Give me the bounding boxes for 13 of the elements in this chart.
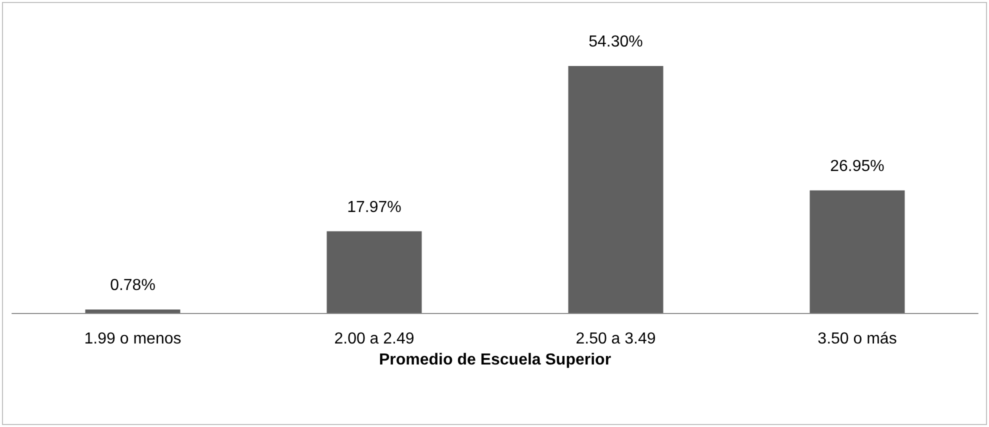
x-tick-label: 2.00 a 2.49 <box>334 330 414 348</box>
bar <box>568 66 664 313</box>
x-tick-label: 3.50 o más <box>818 330 897 348</box>
bar <box>810 190 905 313</box>
x-axis-title: Promedio de Escuela Superior <box>378 351 612 368</box>
bar <box>85 309 180 313</box>
bar <box>326 231 422 313</box>
x-tick-label: 1.99 o menos <box>84 330 182 348</box>
data-label: 17.97% <box>347 198 402 216</box>
data-label: 54.30% <box>588 34 643 50</box>
data-label: 26.95% <box>830 158 884 175</box>
data-label: 0.78% <box>110 276 156 294</box>
x-tick-label: 2.50 a 3.49 <box>576 330 656 348</box>
